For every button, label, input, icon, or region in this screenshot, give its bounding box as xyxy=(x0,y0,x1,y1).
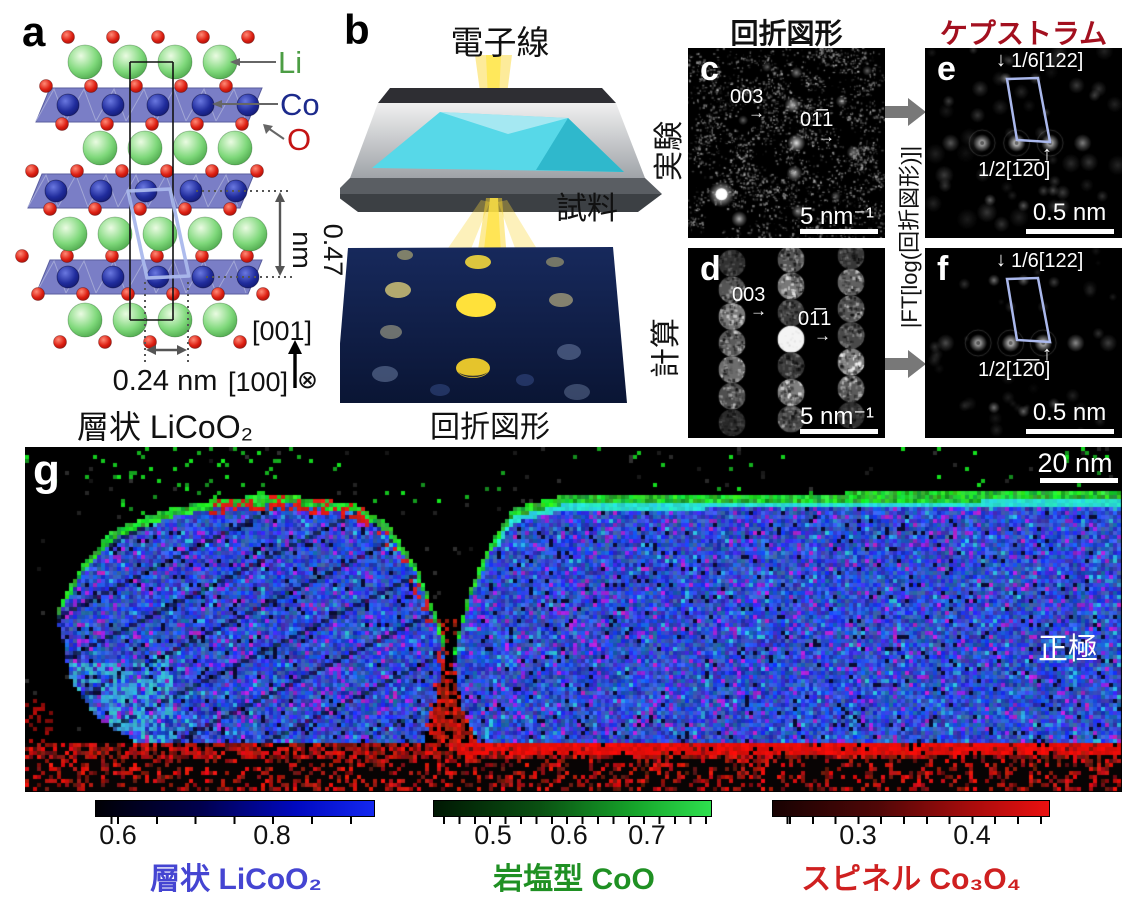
e-vector-bottom: 1/2[1̅2̅0] xyxy=(978,159,1051,181)
layered-caption: 層状 LiCoO₂ xyxy=(150,863,322,896)
panel-f-letter: f xyxy=(937,250,949,288)
d-scalebar xyxy=(800,429,878,434)
layered-tick-06: 0.6 xyxy=(99,820,137,850)
d-scalebar-label: 5 nm⁻¹ xyxy=(799,403,874,430)
legend-li-label: Li xyxy=(278,45,303,80)
row-label-calculation: 計算 xyxy=(650,318,683,378)
cepstrum-column-title: ケプストラム xyxy=(939,18,1108,49)
colorbar-spinel-ticks xyxy=(772,817,1048,824)
c-scalebar xyxy=(800,229,878,234)
d-spacing-047-label: 0.47 nm xyxy=(287,223,348,277)
d-arrow-003-icon: → xyxy=(750,301,767,320)
colorbar-layered-licoo2 xyxy=(95,800,375,817)
f-vector-top: 1/6[122] xyxy=(1011,250,1084,272)
legend-o-label: O xyxy=(287,122,312,157)
arrow-c-to-e xyxy=(884,98,926,126)
panel-g-letter: g xyxy=(33,446,60,495)
layered-tick-08: 0.8 xyxy=(253,820,291,850)
e-vector-top: 1/6[122] xyxy=(1011,50,1084,72)
f-unit-cell-overlay xyxy=(1005,276,1052,344)
f-scalebar-label: 0.5 nm xyxy=(1032,399,1107,426)
panel-g-image xyxy=(25,447,1122,792)
panel-e-letter: e xyxy=(937,50,956,88)
axis-into-page-icon: ⊗ xyxy=(297,366,318,394)
crystal-structure-drawing xyxy=(15,30,302,388)
rocksalt-caption: 岩塩型 CoO xyxy=(493,863,655,896)
panel-a-caption: 層状 LiCoO₂ xyxy=(76,409,254,445)
axis-001-label: [001] xyxy=(252,316,313,346)
d-arrow-011-icon: → xyxy=(814,326,831,345)
rocksalt-tick-07: 0.7 xyxy=(628,820,666,850)
sample-label: 試料 xyxy=(556,191,618,226)
row-label-experiment: 実験 xyxy=(653,121,686,181)
d-reflection-003: 003 xyxy=(732,284,766,306)
legend-co-label: Co xyxy=(280,87,320,122)
f-scalebar xyxy=(1026,429,1114,434)
panel-d-image xyxy=(688,248,885,438)
rocksalt-tick-05: 0.5 xyxy=(474,820,512,850)
colorbar-rocksalt-ticks xyxy=(433,817,710,824)
c-reflection-011: 01̅1 xyxy=(800,109,834,131)
e-scalebar-label: 0.5 nm xyxy=(1032,199,1107,226)
diffraction-column-title: 回折図形 xyxy=(730,18,843,49)
e-scalebar xyxy=(1026,229,1114,234)
c-reflection-003: 003 xyxy=(730,86,764,108)
spinel-caption: スピネル Co₃O₄ xyxy=(801,863,1021,896)
arrow-d-to-f xyxy=(884,350,926,378)
axis-100-label: [100] xyxy=(228,367,289,397)
c-scalebar-label: 5 nm⁻¹ xyxy=(799,203,874,230)
f-vector-bottom: 1/2[1̅2̅0] xyxy=(978,359,1051,381)
spinel-tick-03: 0.3 xyxy=(839,820,877,850)
e-arrow-down-icon: ↓ xyxy=(996,49,1006,71)
colorbar-spinel-co3o4 xyxy=(772,800,1050,817)
panel-b-letter: b xyxy=(344,6,370,53)
colorbar-layered-ticks xyxy=(95,817,373,824)
e-arrow-up-icon: ↑ xyxy=(1042,143,1052,165)
panel-a-letter: a xyxy=(22,8,46,55)
panel-d-letter: d xyxy=(700,250,721,288)
colorbar-rocksalt-coo xyxy=(433,800,712,817)
panel-b-caption: 回折図形 xyxy=(430,411,550,444)
spinel-tick-04: 0.4 xyxy=(953,820,991,850)
d-reflection-011: 01̅1 xyxy=(798,308,832,330)
transform-label: |FT[log(回折図形)]| xyxy=(897,145,922,329)
c-arrow-011-icon: → xyxy=(818,127,835,146)
g-scalebar xyxy=(1040,478,1118,483)
panel-c-letter: c xyxy=(700,50,719,88)
f-arrow-up-icon: ↑ xyxy=(1042,343,1052,365)
experiment-schematic-drawing xyxy=(340,55,662,403)
c-arrow-003-icon: → xyxy=(748,103,765,122)
electron-beam-label: 電子線 xyxy=(450,24,550,61)
f-arrow-down-icon: ↓ xyxy=(996,249,1006,271)
panel-c-image xyxy=(688,48,885,238)
g-scalebar-label: 20 nm xyxy=(1037,448,1113,478)
rocksalt-tick-06: 0.6 xyxy=(550,820,588,850)
e-unit-cell-overlay xyxy=(1005,76,1052,144)
g-cathode-annotation: 正極 xyxy=(1038,633,1098,666)
d-spacing-024-label: 0.24 nm xyxy=(112,365,218,397)
